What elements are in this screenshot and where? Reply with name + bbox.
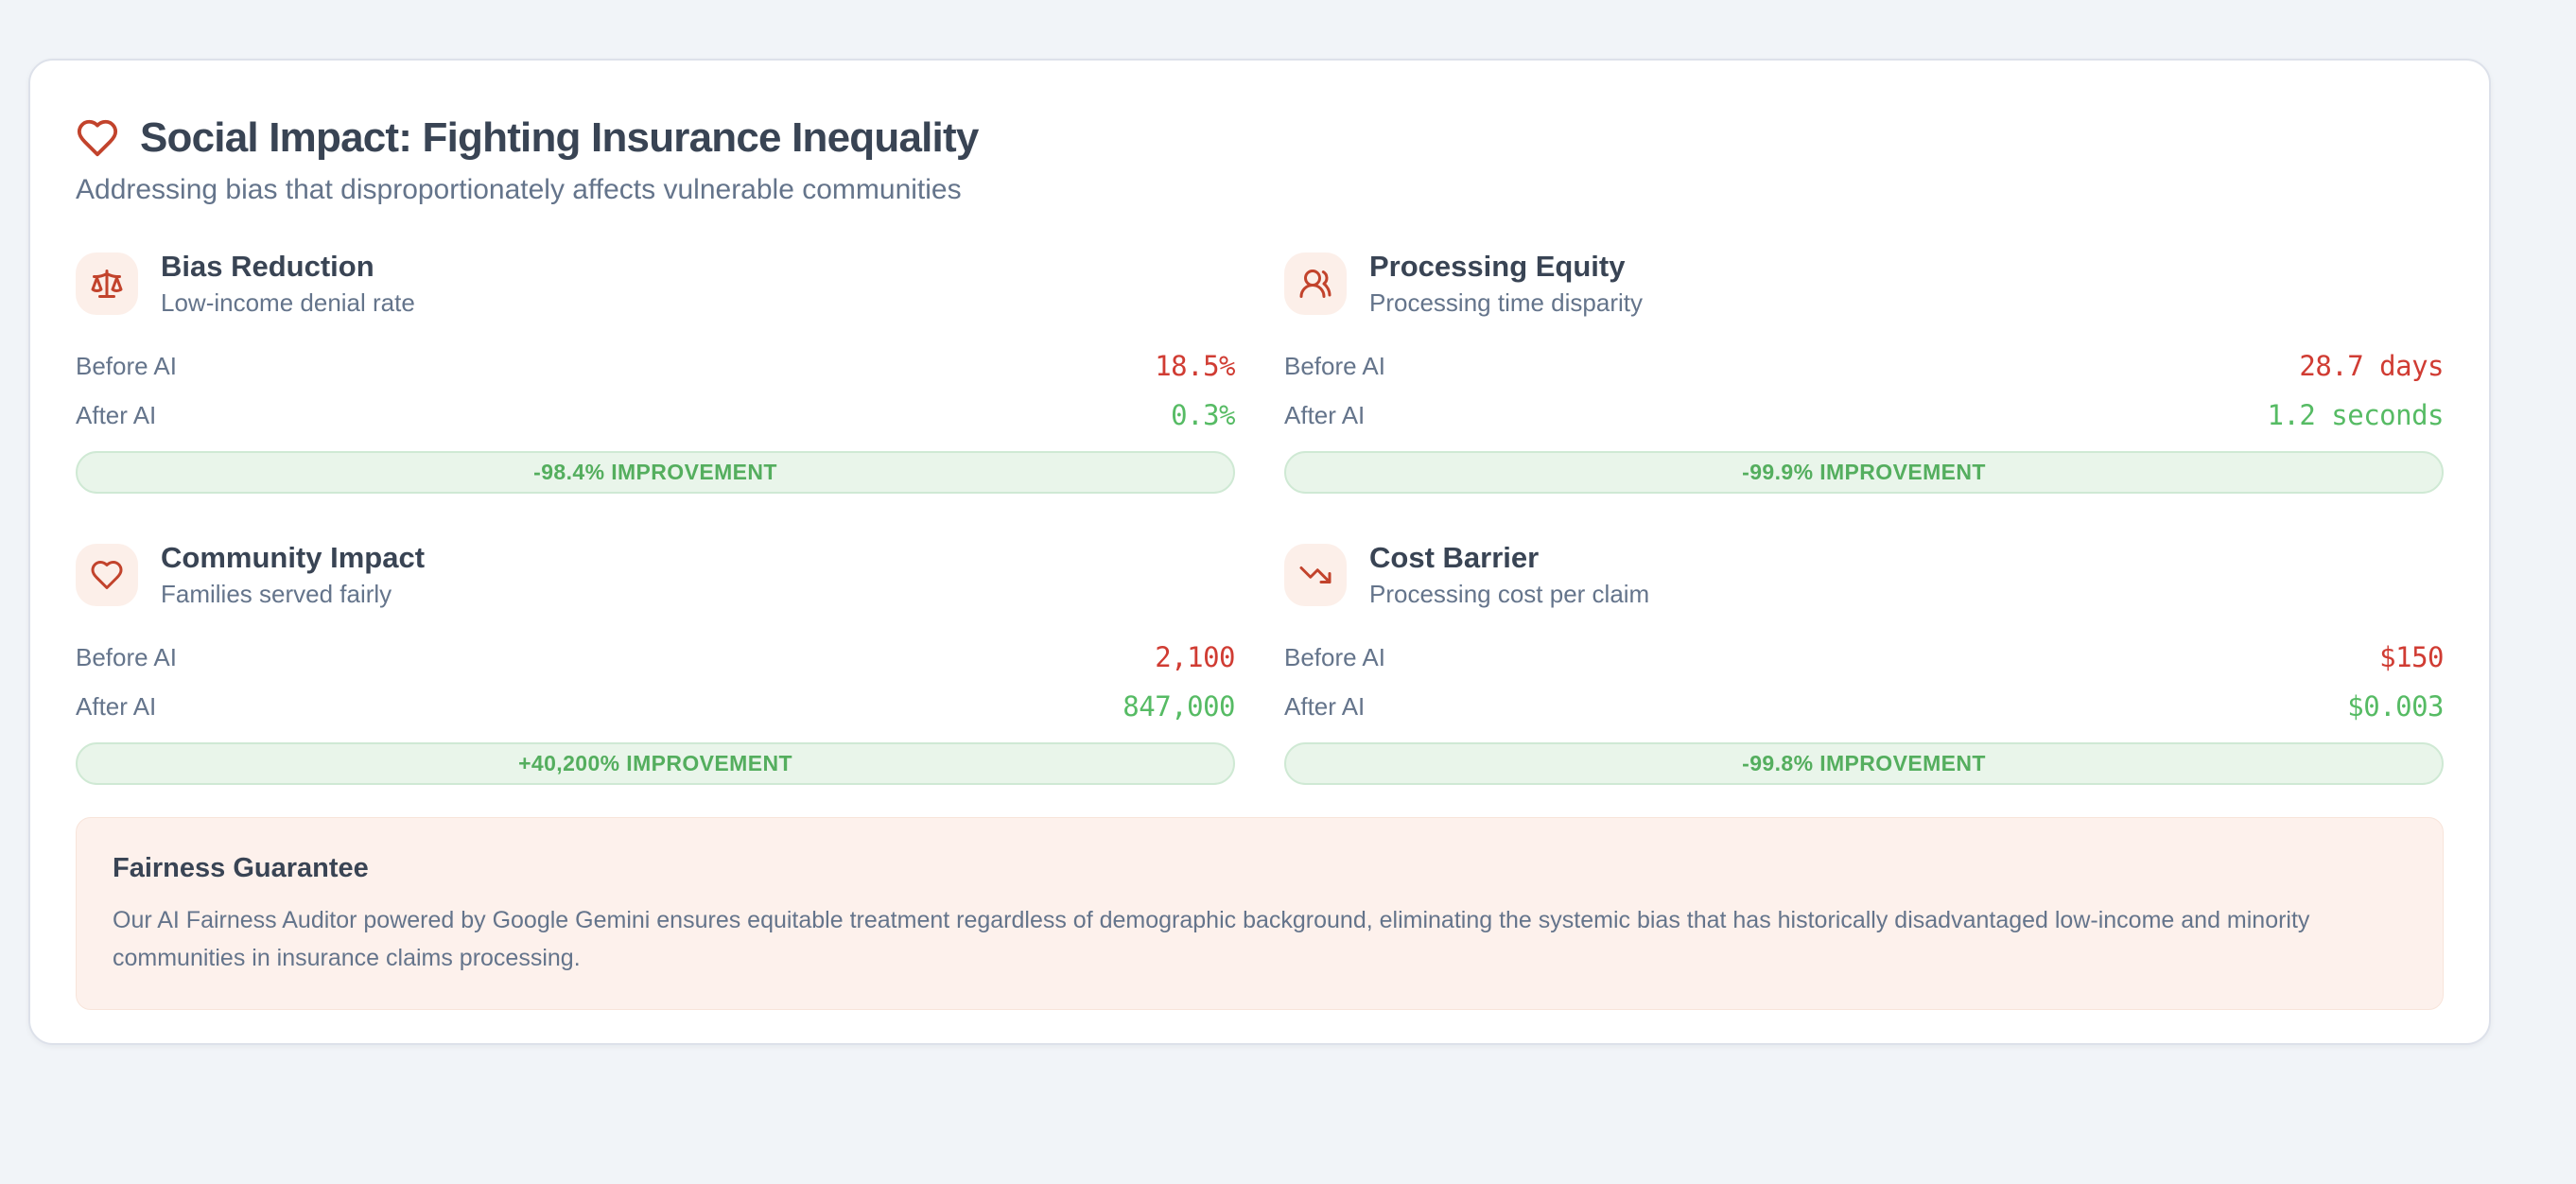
after-ai-value: 0.3% xyxy=(1171,399,1235,431)
after-ai-row: After AI $0.003 xyxy=(1284,682,2444,731)
metric-icon-chip xyxy=(76,252,138,315)
metric-icon-chip xyxy=(1284,543,1347,606)
metric-icon-chip xyxy=(76,543,138,606)
improvement-badge: +40,200% IMPROVEMENT xyxy=(76,742,1235,785)
social-impact-card: Social Impact: Fighting Insurance Inequa… xyxy=(28,59,2491,1045)
after-ai-label: After AI xyxy=(76,691,157,721)
metric-card-community-impact: Community Impact Families served fairly … xyxy=(76,541,1235,785)
after-ai-label: After AI xyxy=(1284,400,1366,429)
metric-title: Community Impact xyxy=(161,541,426,574)
before-ai-value: $150 xyxy=(2379,641,2444,673)
after-ai-label: After AI xyxy=(76,400,157,429)
scales-icon xyxy=(91,269,123,298)
after-ai-row: After AI 0.3% xyxy=(76,391,1235,440)
metric-title: Cost Barrier xyxy=(1369,541,1540,574)
before-ai-row: Before AI 18.5% xyxy=(76,341,1235,391)
metric-subtitle: Processing time disparity xyxy=(1369,288,1643,317)
page-subtitle: Addressing bias that disproportionately … xyxy=(76,174,962,205)
after-ai-row: After AI 1.2 seconds xyxy=(1284,391,2444,440)
before-ai-row: Before AI $150 xyxy=(1284,633,2444,682)
improvement-badge: -98.4% IMPROVEMENT xyxy=(76,451,1235,494)
after-ai-value: 1.2 seconds xyxy=(2267,399,2444,431)
before-ai-label: Before AI xyxy=(1284,351,1385,380)
after-ai-value: 847,000 xyxy=(1123,690,1235,723)
callout-body: Our AI Fairness Auditor powered by Googl… xyxy=(113,907,2310,971)
heart-icon xyxy=(77,119,118,157)
after-ai-value: $0.003 xyxy=(2347,690,2444,723)
metrics-grid: Bias Reduction Low-income denial rate Be… xyxy=(76,250,2444,785)
callout-title: Fairness Guarantee xyxy=(113,853,369,883)
metric-title: Bias Reduction xyxy=(161,250,374,283)
before-ai-row: Before AI 28.7 days xyxy=(1284,341,2444,391)
before-ai-label: Before AI xyxy=(76,642,177,671)
before-ai-row: Before AI 2,100 xyxy=(76,633,1235,682)
heart-icon xyxy=(91,560,123,589)
before-ai-label: Before AI xyxy=(76,351,177,380)
users-icon xyxy=(1299,269,1332,298)
improvement-badge: -99.8% IMPROVEMENT xyxy=(1284,742,2444,785)
metric-icon-chip xyxy=(1284,252,1347,315)
metric-card-cost-barrier: Cost Barrier Processing cost per claim B… xyxy=(1284,541,2444,785)
before-ai-value: 2,100 xyxy=(1155,641,1235,673)
fairness-guarantee-callout: Fairness Guarantee Our AI Fairness Audit… xyxy=(76,817,2444,1010)
metric-subtitle: Families served fairly xyxy=(161,580,392,608)
metric-card-processing-equity: Processing Equity Processing time dispar… xyxy=(1284,250,2444,494)
trending-down-icon xyxy=(1299,566,1332,583)
metric-subtitle: Processing cost per claim xyxy=(1369,580,1650,608)
page-title: Social Impact: Fighting Insurance Inequa… xyxy=(140,114,979,161)
metric-title: Processing Equity xyxy=(1369,250,1626,283)
before-ai-value: 18.5% xyxy=(1155,350,1235,382)
before-ai-value: 28.7 days xyxy=(2299,350,2444,382)
before-ai-label: Before AI xyxy=(1284,642,1385,671)
improvement-badge: -99.9% IMPROVEMENT xyxy=(1284,451,2444,494)
metric-subtitle: Low-income denial rate xyxy=(161,288,415,317)
metric-card-bias-reduction: Bias Reduction Low-income denial rate Be… xyxy=(76,250,1235,494)
after-ai-label: After AI xyxy=(1284,691,1366,721)
after-ai-row: After AI 847,000 xyxy=(76,682,1235,731)
card-header: Social Impact: Fighting Insurance Inequa… xyxy=(76,113,2444,208)
